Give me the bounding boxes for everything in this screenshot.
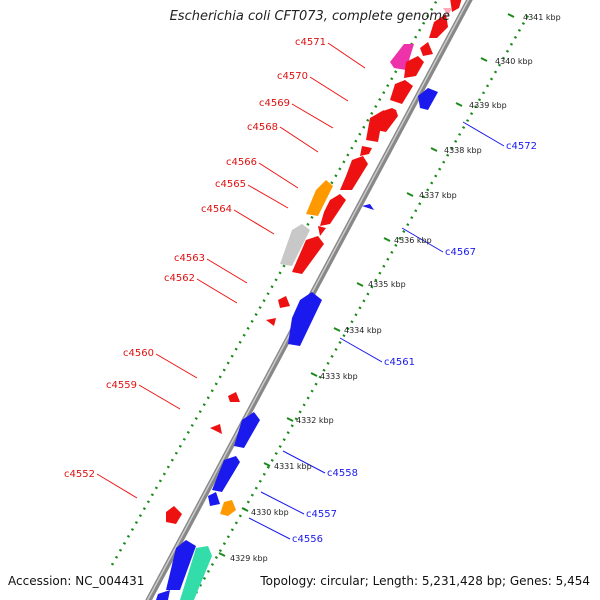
gene-label-c4569: c4569 xyxy=(259,98,290,109)
genes-label: Genes: xyxy=(509,574,552,588)
leader-line-c4558 xyxy=(282,450,326,474)
forward-strand-genes xyxy=(166,0,462,524)
gene-label-c4566: c4566 xyxy=(226,157,257,168)
gene-arrow xyxy=(429,14,448,38)
scale-label: 4338 kbp xyxy=(444,146,482,155)
gene-label-c4571: c4571 xyxy=(295,37,326,48)
gene-label-c4563: c4563 xyxy=(174,253,205,264)
gene-arrow xyxy=(318,226,326,236)
leader-line-c4562 xyxy=(196,278,238,304)
gene-arrow xyxy=(220,500,236,516)
accession-value: NC_004431 xyxy=(75,574,145,588)
gene-label-c4564: c4564 xyxy=(201,204,232,215)
scale-label: 4330 kbp xyxy=(251,508,289,517)
reverse-guide-dotted-line xyxy=(190,11,532,600)
gene-arrow xyxy=(208,492,220,506)
gene-arrow xyxy=(306,180,333,216)
gene-label-c4567: c4567 xyxy=(445,247,476,258)
leader-line-c4561 xyxy=(339,337,383,363)
genes-value: 5,454 xyxy=(555,574,590,588)
gene-label-c4568: c4568 xyxy=(247,122,278,133)
leader-line-c4560 xyxy=(155,353,198,379)
length-label: Length: xyxy=(372,574,419,588)
gene-label-c4556: c4556 xyxy=(292,534,323,545)
gene-label-c4565: c4565 xyxy=(215,179,246,190)
reverse-strand-genes xyxy=(156,88,438,600)
scale-label: 4339 kbp xyxy=(469,101,507,110)
gene-label-c4562: c4562 xyxy=(164,273,195,284)
gene-label-c4572: c4572 xyxy=(506,141,537,152)
scale-label: 4337 kbp xyxy=(419,191,457,200)
leader-line-c4564 xyxy=(233,209,275,235)
gene-arrow xyxy=(340,156,368,190)
gene-label-c4570: c4570 xyxy=(277,71,308,82)
leader-line-c4559 xyxy=(138,384,181,410)
topology-value: circular xyxy=(320,574,365,588)
scale-label: 4340 kbp xyxy=(495,57,533,66)
leader-line-c4563 xyxy=(206,258,248,284)
leader-line-c4569 xyxy=(291,103,334,129)
gene-label-c4557: c4557 xyxy=(306,509,337,520)
scale-label: 4333 kbp xyxy=(320,372,358,381)
scale-label: 4335 kbp xyxy=(368,280,406,289)
gene-arrow xyxy=(404,56,424,78)
gene-label-c4560: c4560 xyxy=(123,348,154,359)
gene-arrow xyxy=(443,8,452,16)
gene-arrow xyxy=(362,204,374,210)
gene-arrow xyxy=(420,42,433,56)
leader-line-c4572 xyxy=(462,121,505,147)
gene-arrow xyxy=(166,540,196,590)
gene-label-c4559: c4559 xyxy=(106,380,137,391)
gene-arrow xyxy=(320,194,346,226)
gene-arrow xyxy=(288,292,322,346)
gene-arrow xyxy=(280,224,310,266)
gene-arrow xyxy=(234,412,260,448)
gene-arrow xyxy=(418,88,438,110)
page-title: Escherichia coli CFT073, complete genome xyxy=(169,9,450,24)
gene-arrow xyxy=(292,236,324,274)
leader-line-c4568 xyxy=(279,126,319,153)
gene-arrow xyxy=(278,296,290,308)
gene-label-c4558: c4558 xyxy=(327,468,358,479)
gene-arrow xyxy=(166,506,182,524)
scale-label: 4336 kbp xyxy=(394,236,432,245)
scale-label: 4329 kbp xyxy=(230,554,268,563)
genome-summary: Topology: circular; Length: 5,231,428 bp… xyxy=(260,574,590,588)
scale-label: 4331 kbp xyxy=(274,462,312,471)
leader-line-c4556 xyxy=(248,517,291,540)
accession-info: Accession: NC_004431 xyxy=(8,574,144,588)
gene-arrow xyxy=(450,0,462,12)
gene-arrow xyxy=(228,392,240,402)
gene-arrow xyxy=(390,80,413,104)
leader-line-c4566 xyxy=(258,162,299,189)
scale-label: 4332 kbp xyxy=(296,416,334,425)
gene-arrow xyxy=(180,546,212,600)
leader-line-c4552 xyxy=(96,473,138,499)
gene-label-c4561: c4561 xyxy=(384,357,415,368)
accession-label: Accession: xyxy=(8,574,72,588)
gene-arrow xyxy=(156,590,170,600)
gene-arrow xyxy=(266,318,276,326)
leader-line-c4565 xyxy=(247,184,289,209)
gene-arrow xyxy=(212,456,240,492)
gene-label-c4552: c4552 xyxy=(64,469,95,480)
gene-arrow xyxy=(360,146,372,156)
scale-label: 4334 kbp xyxy=(344,326,382,335)
scale-ticks xyxy=(218,13,515,557)
leader-line-c4570 xyxy=(309,76,349,102)
leader-line-c4557 xyxy=(260,491,305,515)
topology-label: Topology: xyxy=(260,574,317,588)
scale-label: 4341 kbp xyxy=(523,13,561,22)
leader-line-c4567 xyxy=(401,227,444,253)
leader-line-c4571 xyxy=(327,42,366,69)
gene-arrow xyxy=(210,424,222,434)
length-value: 5,231,428 bp xyxy=(421,574,502,588)
gene-arrow xyxy=(366,110,384,142)
